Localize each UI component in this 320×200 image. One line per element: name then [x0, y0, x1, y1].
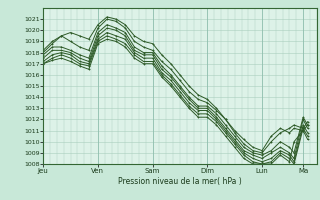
X-axis label: Pression niveau de la mer( hPa ): Pression niveau de la mer( hPa )	[118, 177, 242, 186]
